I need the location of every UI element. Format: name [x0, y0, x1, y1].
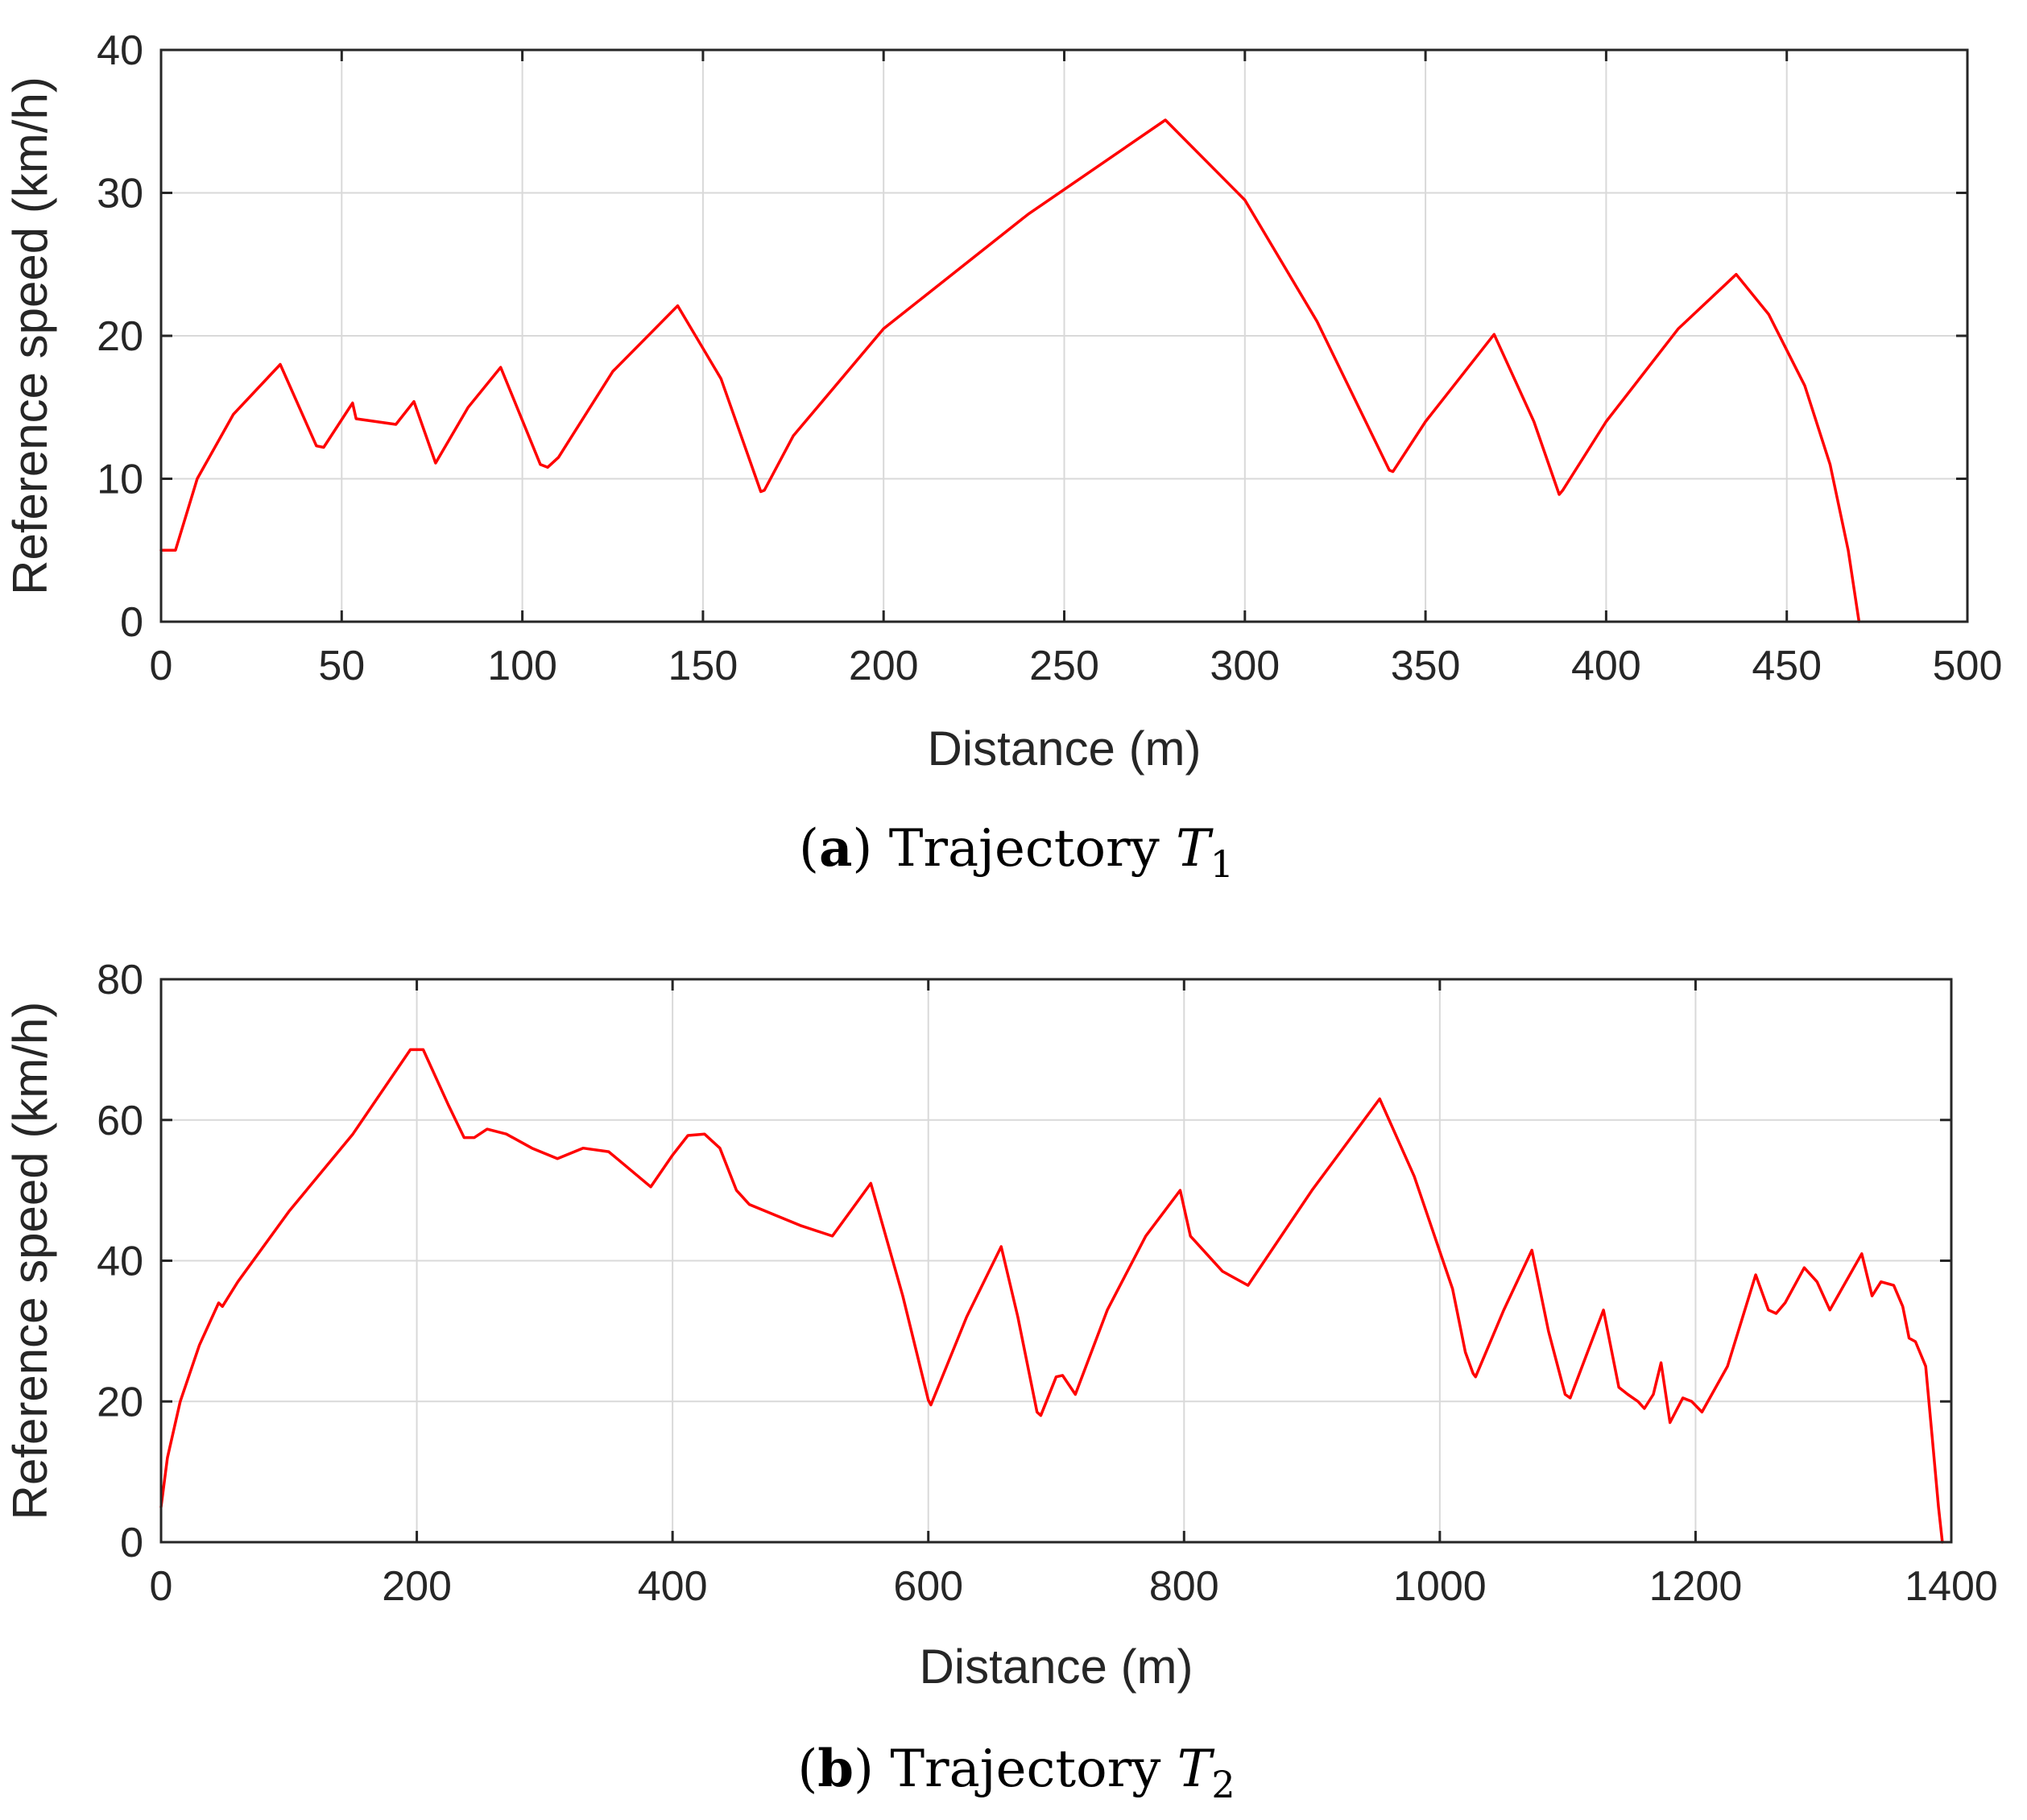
x-tick-label-b: 200 — [382, 1563, 452, 1610]
caption-a-label: a — [819, 818, 852, 879]
x-tick-label-a: 300 — [1210, 643, 1280, 689]
tick-marks-a — [159, 48, 1969, 623]
y-tick-label-a: 30 — [97, 171, 143, 217]
y-tick-labels-a: 0 10 20 30 40 — [97, 27, 143, 646]
x-tick-labels-a: 0 50 100 150 200 250 300 350 400 450 500 — [150, 643, 2003, 689]
y-tick-label-b: 40 — [97, 1239, 143, 1285]
y-axis-label-b: Reference speed (km/h) — [3, 1002, 57, 1520]
x-tick-label-b: 1000 — [1393, 1563, 1487, 1610]
x-tick-label-a: 150 — [668, 643, 738, 689]
x-tick-label-b: 600 — [893, 1563, 963, 1610]
x-tick-label-a: 400 — [1571, 643, 1641, 689]
y-tick-label-b: 60 — [97, 1098, 143, 1144]
x-tick-label-a: 450 — [1752, 643, 1822, 689]
x-axis-label-b: Distance (m) — [919, 1640, 1193, 1694]
caption-b-symbol: T — [1177, 1739, 1215, 1799]
y-tick-labels-b: 0 20 40 60 80 — [97, 957, 143, 1566]
caption-b: (b) Trajectory T2 — [797, 1739, 1235, 1806]
y-tick-label-a: 40 — [97, 27, 143, 74]
caption-b-label: b — [817, 1739, 854, 1799]
caption-b-text: Trajectory — [890, 1739, 1160, 1799]
x-axis-label-a: Distance (m) — [927, 722, 1201, 776]
y-tick-label-b: 80 — [97, 957, 143, 1003]
chart-b: 0 200 400 600 800 1000 1200 1400 0 20 40 60 80 Dist… — [3, 957, 1998, 1806]
caption-a: (a) Trajectory T1 — [799, 818, 1234, 886]
x-tick-label-a: 250 — [1029, 643, 1099, 689]
series-line-b — [159, 1048, 1944, 1544]
caption-a-subscript: 1 — [1210, 842, 1234, 886]
x-tick-label-a: 0 — [150, 643, 173, 689]
x-tick-label-b: 800 — [1149, 1563, 1219, 1610]
grid-lines-a — [160, 49, 1968, 623]
x-tick-labels-b: 0 200 400 600 800 1000 1200 1400 — [150, 1563, 1998, 1610]
tick-marks-b — [159, 978, 1953, 1544]
y-tick-label-b: 20 — [97, 1379, 143, 1425]
y-tick-label-a: 0 — [120, 599, 143, 646]
x-tick-label-a: 100 — [487, 643, 557, 689]
x-tick-label-a: 50 — [318, 643, 365, 689]
y-tick-label-a: 10 — [97, 457, 143, 503]
series-group-a — [159, 118, 1861, 623]
caption-b-subscript: 2 — [1211, 1763, 1235, 1806]
x-tick-label-a: 500 — [1933, 643, 2003, 689]
series-group-b — [159, 1048, 1944, 1544]
caption-a-text: Trajectory — [889, 819, 1160, 879]
x-tick-label-b: 400 — [638, 1563, 708, 1610]
x-tick-label-b: 1200 — [1649, 1563, 1743, 1610]
x-tick-label-b: 0 — [150, 1563, 173, 1610]
caption-a-symbol: T — [1176, 819, 1214, 879]
y-tick-label-b: 0 — [120, 1520, 143, 1566]
y-tick-label-a: 20 — [97, 313, 143, 360]
series-line-a — [159, 118, 1861, 623]
chart-a: 0 50 100 150 200 250 300 350 400 450 500 0 10 20 30 40… — [3, 27, 2002, 886]
x-tick-label-a: 200 — [849, 643, 919, 689]
x-tick-label-b: 1400 — [1905, 1563, 1998, 1610]
x-tick-label-a: 350 — [1391, 643, 1461, 689]
y-axis-label-a: Reference speed (km/h) — [3, 77, 57, 595]
